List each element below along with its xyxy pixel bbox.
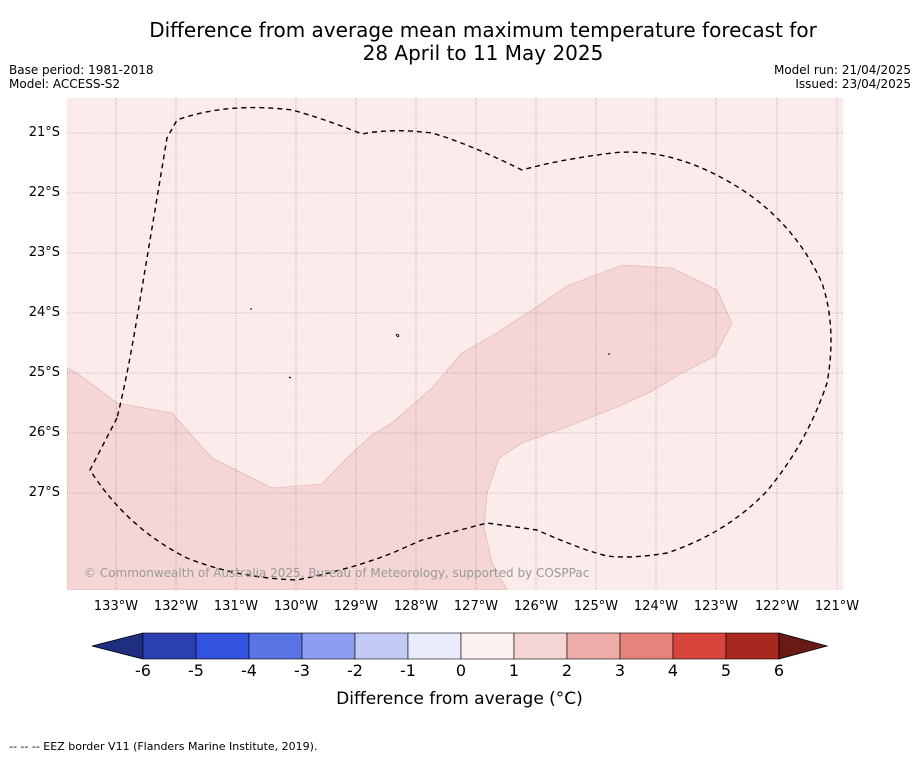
colorbar-segment bbox=[672, 632, 727, 660]
colorbar-tick-label: 1 bbox=[508, 661, 520, 680]
copyright-text: © Commonwealth of Australia 2025, Bureau… bbox=[84, 566, 590, 580]
colorbar-tick-label: 6 bbox=[773, 661, 785, 680]
colorbar-segment bbox=[407, 632, 462, 660]
longitude-label: 123°W bbox=[693, 599, 739, 614]
latitude-label: 22°S bbox=[28, 185, 60, 200]
meta-right: Model run: 21/04/2025 Issued: 23/04/2025 bbox=[774, 63, 911, 91]
eez-footnote: -- -- -- EEZ border V11 (Flanders Marine… bbox=[9, 740, 318, 753]
colorbar-tick-label: 5 bbox=[720, 661, 732, 680]
longitude-label: 125°W bbox=[573, 599, 619, 614]
base-period-text: Base period: 1981-2018 bbox=[9, 63, 154, 77]
colorbar-tick-label: -4 bbox=[241, 661, 257, 680]
latitude-label: 24°S bbox=[28, 305, 60, 320]
longitude-label: 131°W bbox=[213, 599, 259, 614]
colorbar-segment bbox=[513, 632, 568, 660]
eez-border bbox=[89, 106, 832, 581]
graticule bbox=[67, 98, 843, 590]
anomaly-region-1-to-2 bbox=[67, 264, 733, 590]
model-text: Model: ACCESS-S2 bbox=[9, 77, 121, 91]
model-run-text: Model run: 21/04/2025 bbox=[773, 63, 911, 77]
colorbar-segment bbox=[566, 632, 621, 660]
colorbar-segment bbox=[301, 632, 356, 660]
longitude-label: 126°W bbox=[513, 599, 559, 614]
latitude-label: 26°S bbox=[28, 425, 60, 440]
colorbar-segment bbox=[248, 632, 303, 660]
colorbar-segment bbox=[354, 632, 409, 660]
colorbar-segment bbox=[142, 632, 197, 660]
latitude-label: 23°S bbox=[28, 245, 60, 260]
longitude-label: 121°W bbox=[814, 599, 860, 614]
issued-text: Issued: 23/04/2025 bbox=[795, 77, 911, 91]
latitude-label: 25°S bbox=[28, 365, 60, 380]
colorbar-tick-label: -2 bbox=[347, 661, 363, 680]
colorbar-tick-label: 4 bbox=[667, 661, 679, 680]
map-canvas bbox=[67, 98, 843, 590]
colorbar-tick-label: 2 bbox=[561, 661, 573, 680]
longitude-label: 133°W bbox=[93, 599, 139, 614]
colorbar-segment bbox=[460, 632, 515, 660]
latitude-label: 21°S bbox=[28, 125, 60, 140]
colorbar-tick-label: -3 bbox=[294, 661, 310, 680]
longitude-label: 129°W bbox=[333, 599, 379, 614]
island-2 bbox=[288, 376, 292, 379]
longitude-label: 127°W bbox=[453, 599, 499, 614]
colorbar-label: Difference from average (°C) bbox=[336, 689, 583, 709]
longitude-label: 124°W bbox=[633, 599, 679, 614]
longitude-label: 132°W bbox=[153, 599, 199, 614]
chart-title-line-2: 28 April to 11 May 2025 bbox=[362, 41, 604, 65]
colorbar-segment bbox=[195, 632, 250, 660]
colorbar-tick-label: 3 bbox=[614, 661, 626, 680]
colorbar-tick-label: -1 bbox=[400, 661, 416, 680]
chart-title-line-1: Difference from average mean maximum tem… bbox=[149, 18, 817, 42]
colorbar-extend-high bbox=[778, 632, 829, 660]
island-3 bbox=[395, 333, 400, 338]
colorbar-tick-label: -5 bbox=[188, 661, 204, 680]
map-panel bbox=[67, 98, 843, 590]
longitude-label: 130°W bbox=[273, 599, 319, 614]
longitude-label: 128°W bbox=[393, 599, 439, 614]
colorbar-tick-label: 0 bbox=[455, 661, 467, 680]
colorbar-tick-label: -6 bbox=[135, 661, 151, 680]
meta-left: Base period: 1981-2018 Model: ACCESS-S2 bbox=[9, 63, 154, 91]
colorbar-segment bbox=[619, 632, 674, 660]
longitude-label: 122°W bbox=[754, 599, 800, 614]
colorbar-extend-low bbox=[91, 632, 144, 660]
colorbar-segment bbox=[725, 632, 780, 660]
latitude-label: 27°S bbox=[28, 485, 60, 500]
